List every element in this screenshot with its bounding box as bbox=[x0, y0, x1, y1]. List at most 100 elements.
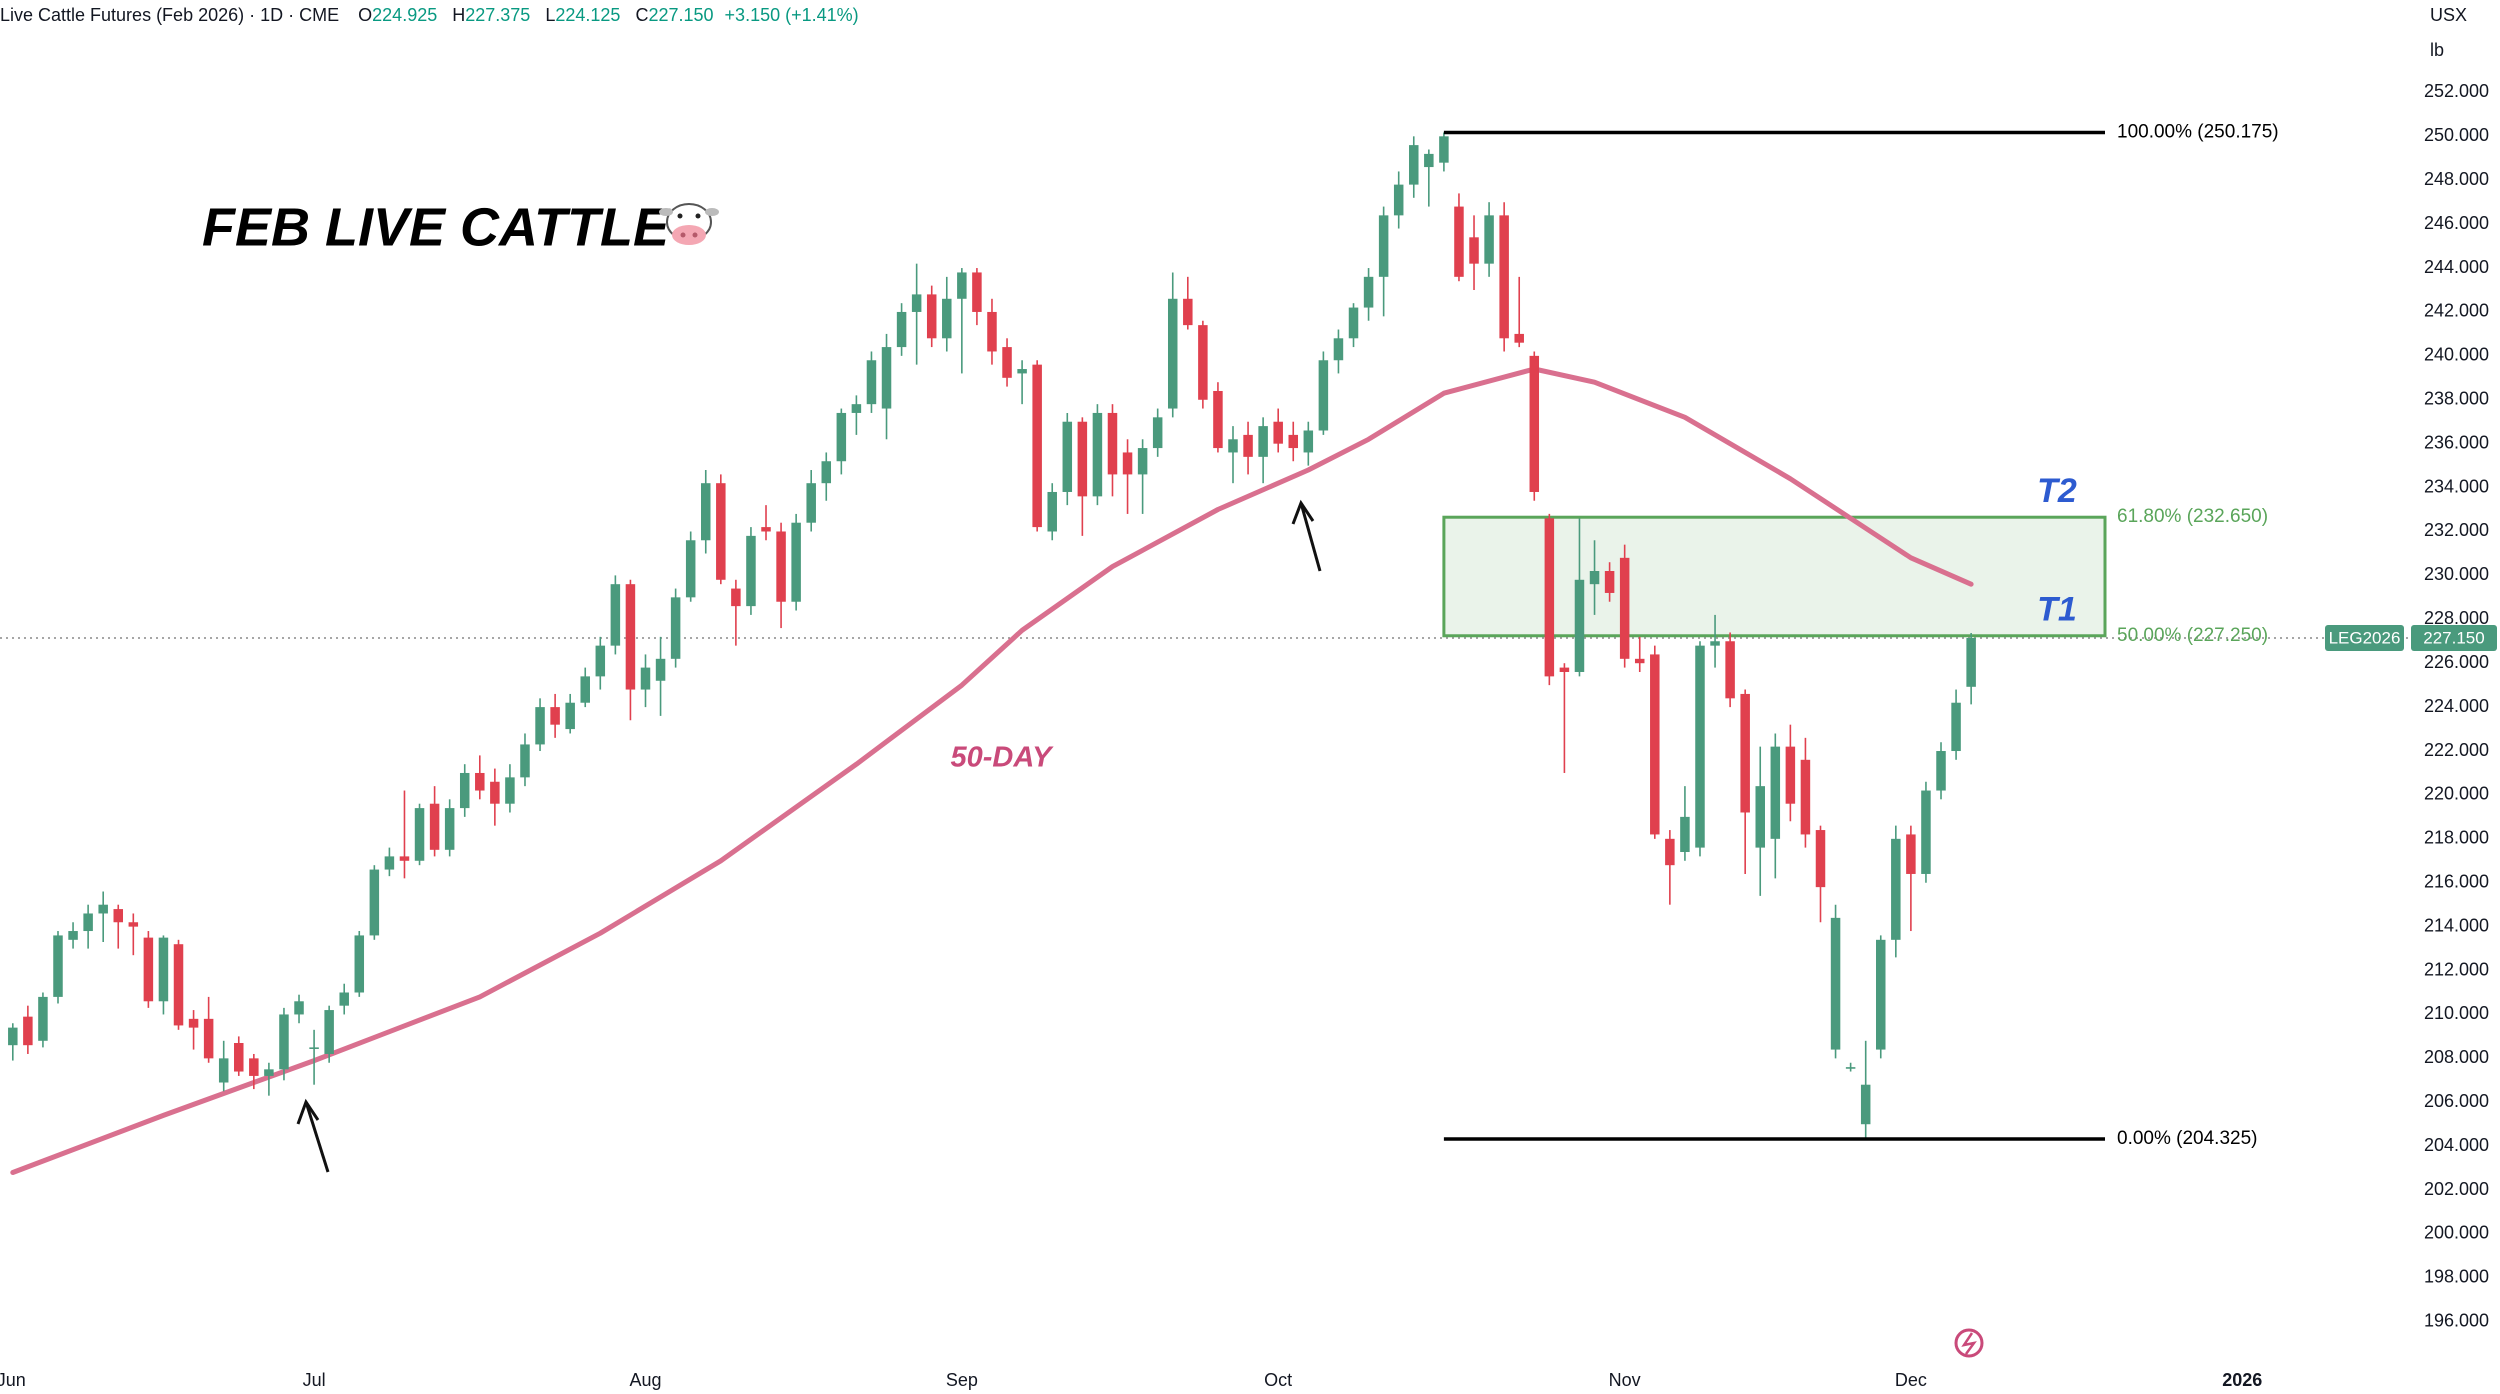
symbol-badge: LEG2026 bbox=[2329, 628, 2401, 647]
y-tick-label: 212.000 bbox=[2424, 959, 2489, 979]
candle-body bbox=[731, 588, 741, 607]
x-tick-label: Nov bbox=[1609, 1370, 1641, 1390]
candle-body bbox=[429, 803, 440, 850]
ohlc-key: C bbox=[635, 5, 648, 25]
chart-header: Live Cattle Futures (Feb 2026) · 1D · CM… bbox=[0, 5, 859, 25]
candle-body bbox=[384, 856, 395, 870]
candle-body bbox=[972, 272, 982, 312]
ohlc-key: L bbox=[545, 5, 555, 25]
candle-body bbox=[309, 1047, 319, 1049]
unit: lb bbox=[2430, 40, 2444, 60]
candle-body bbox=[1363, 276, 1374, 308]
candle-body bbox=[1439, 136, 1449, 163]
candle-body bbox=[911, 294, 922, 312]
arrow bbox=[1291, 499, 1322, 572]
candle-body bbox=[957, 272, 967, 299]
candle-body bbox=[1634, 658, 1645, 664]
ohlc-value: 224.125 bbox=[555, 5, 620, 25]
candle-body bbox=[8, 1027, 18, 1046]
candle-body bbox=[264, 1069, 274, 1076]
candle-body bbox=[98, 904, 108, 914]
candle-body bbox=[475, 772, 485, 791]
candle-body bbox=[535, 707, 545, 745]
ohlc-key: O bbox=[358, 5, 372, 25]
y-tick-label: 218.000 bbox=[2424, 828, 2489, 848]
candle-body bbox=[1529, 355, 1540, 492]
ohlc-value: 227.150 bbox=[648, 5, 713, 25]
candle-body bbox=[1650, 654, 1660, 835]
candle-body bbox=[53, 935, 63, 997]
candle-body bbox=[113, 909, 124, 923]
x-tick-label: Jun bbox=[0, 1370, 26, 1390]
candle-body bbox=[1544, 518, 1555, 677]
candle-body bbox=[1604, 571, 1615, 593]
y-tick-label: 196.000 bbox=[2424, 1311, 2489, 1331]
candle-body bbox=[1966, 637, 1976, 687]
candle-body bbox=[1258, 426, 1268, 457]
candle-body bbox=[685, 540, 696, 598]
cow-icon bbox=[659, 203, 719, 245]
candle-body bbox=[23, 1016, 33, 1046]
candle-body bbox=[1273, 421, 1283, 444]
candle-body bbox=[1348, 307, 1359, 339]
y-tick-label: 210.000 bbox=[2424, 1003, 2489, 1023]
fib-label: 50.00% (227.250) bbox=[2117, 625, 2268, 646]
y-tick-label: 222.000 bbox=[2424, 740, 2489, 760]
candle-body bbox=[1167, 298, 1178, 409]
y-tick-label: 244.000 bbox=[2424, 257, 2489, 277]
candle-body bbox=[1755, 786, 1765, 848]
price-badge: 227.150 bbox=[2423, 628, 2484, 647]
candle-body bbox=[203, 1018, 214, 1059]
candle-body bbox=[1303, 430, 1314, 453]
candle-body bbox=[746, 535, 756, 607]
candle-body bbox=[83, 913, 93, 932]
fib-label: 61.80% (232.650) bbox=[2117, 506, 2268, 527]
y-tick-label: 198.000 bbox=[2424, 1267, 2489, 1287]
candle-body bbox=[324, 1010, 334, 1054]
candle-body bbox=[1409, 145, 1419, 185]
candle-body bbox=[1228, 439, 1238, 453]
candle-body bbox=[1333, 338, 1344, 361]
ohlc-key: H bbox=[452, 5, 465, 25]
arrow bbox=[296, 1098, 330, 1173]
candle-body bbox=[143, 937, 154, 1002]
fib-label: 0.00% (204.325) bbox=[2117, 1128, 2258, 1149]
candle-body bbox=[1574, 579, 1585, 672]
candle-body bbox=[761, 527, 771, 532]
candle-body bbox=[791, 522, 801, 602]
candle-body bbox=[926, 294, 937, 339]
candle-body bbox=[505, 777, 515, 804]
y-tick-label: 236.000 bbox=[2424, 432, 2489, 452]
candle-body bbox=[1695, 645, 1705, 848]
symbol-title: Live Cattle Futures (Feb 2026) · 1D · CM… bbox=[0, 5, 339, 25]
candle-body bbox=[1785, 746, 1796, 804]
candle-body bbox=[580, 676, 590, 703]
overlay-layer: 196.000 198.000 200.000 202.000 204.000 206.0… bbox=[0, 81, 2497, 1390]
fib-label: 100.00% (250.175) bbox=[2117, 122, 2279, 143]
candle-body bbox=[776, 531, 786, 602]
y-tick-label: 220.000 bbox=[2424, 784, 2489, 804]
candle-body bbox=[188, 1018, 199, 1028]
candle-body bbox=[550, 707, 560, 725]
y-tick-label: 238.000 bbox=[2424, 389, 2489, 409]
candle-body bbox=[218, 1058, 229, 1083]
candle-body bbox=[1800, 759, 1811, 835]
candle-body bbox=[399, 856, 410, 861]
candle-body bbox=[1454, 206, 1464, 277]
candle-body bbox=[339, 992, 349, 1006]
candle-body bbox=[655, 658, 666, 681]
candle-body bbox=[520, 744, 530, 778]
y-tick-label: 242.000 bbox=[2424, 301, 2489, 321]
candle-body bbox=[158, 937, 169, 1002]
candle-body bbox=[354, 935, 365, 993]
x-tick-label: Oct bbox=[1264, 1370, 1292, 1390]
candle-body bbox=[1951, 702, 1961, 752]
candle-body bbox=[821, 461, 832, 484]
candle-body bbox=[595, 645, 606, 677]
x-tick-label: Jul bbox=[303, 1370, 326, 1390]
symbol-badge-bg bbox=[2325, 624, 2404, 651]
x-tick-label: Dec bbox=[1895, 1370, 1927, 1390]
